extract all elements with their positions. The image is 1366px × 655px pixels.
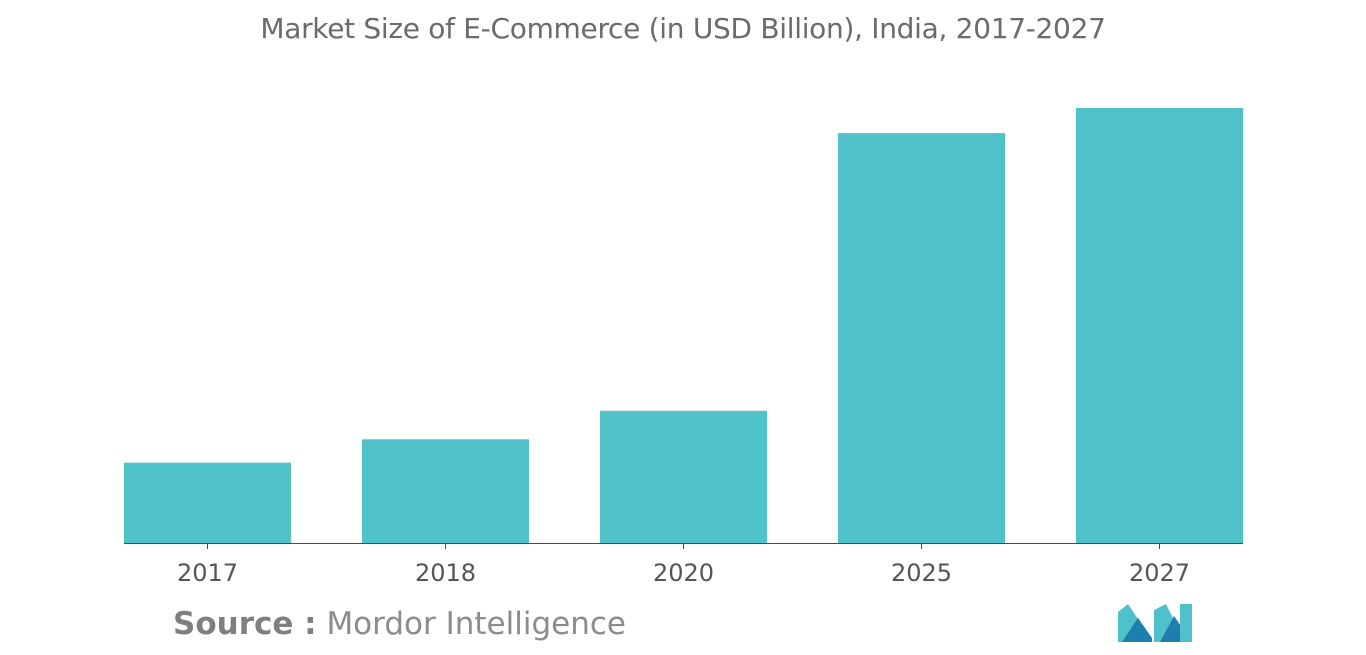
source-label: Source : <box>173 606 317 642</box>
x-tick-label-2017: 2017 <box>177 559 238 587</box>
source-line: Source : Mordor Intelligence <box>173 606 626 642</box>
x-tick-label-2020: 2020 <box>653 559 714 587</box>
x-tick-label-2027: 2027 <box>1129 559 1190 587</box>
source-value: Mordor Intelligence <box>326 606 626 642</box>
mordor-intelligence-logo-icon <box>1118 604 1192 642</box>
x-tick-label-2018: 2018 <box>415 559 476 587</box>
bar-2027 <box>1076 108 1243 543</box>
bar-2020 <box>600 410 767 543</box>
bar-2018 <box>362 439 529 543</box>
x-tick-label-2025: 2025 <box>891 559 952 587</box>
bar-2025 <box>838 133 1005 543</box>
chart-title: Market Size of E-Commerce (in USD Billio… <box>260 12 1106 45</box>
bar-2017 <box>124 462 291 543</box>
